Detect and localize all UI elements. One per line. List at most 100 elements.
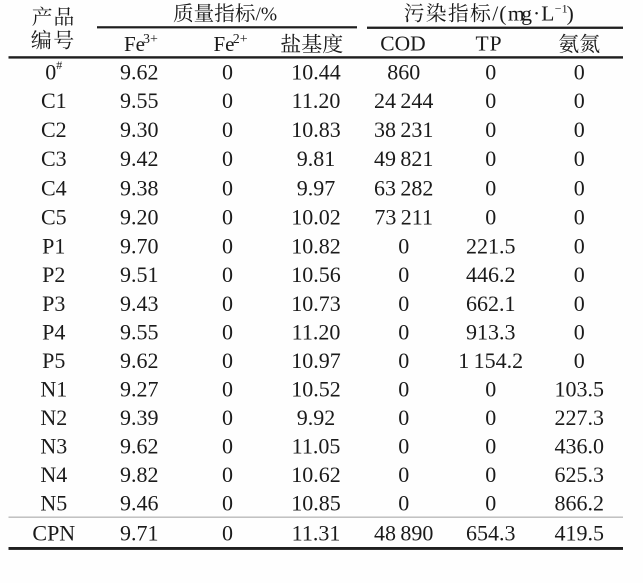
svg-text:0: 0 xyxy=(222,262,233,287)
svg-text:654.3: 654.3 xyxy=(466,520,516,545)
svg-text:0: 0 xyxy=(222,233,233,258)
svg-text:0: 0 xyxy=(398,262,409,287)
svg-text:9.62: 9.62 xyxy=(120,59,159,84)
svg-text:L: L xyxy=(541,2,554,26)
svg-text:0: 0 xyxy=(485,146,496,171)
svg-text:9.38: 9.38 xyxy=(120,175,159,200)
svg-text:9.97: 9.97 xyxy=(297,175,336,200)
svg-text:C2: C2 xyxy=(41,117,67,142)
svg-text:−1: −1 xyxy=(555,2,568,16)
svg-text:Fe: Fe xyxy=(214,32,235,56)
svg-text:N3: N3 xyxy=(40,434,67,459)
svg-text:g: g xyxy=(521,2,532,26)
svg-text:9.71: 9.71 xyxy=(120,520,159,545)
svg-text:N1: N1 xyxy=(40,376,67,401)
svg-text:0: 0 xyxy=(222,291,233,316)
svg-text:0: 0 xyxy=(574,175,585,200)
svg-text:1 154.2: 1 154.2 xyxy=(458,348,523,373)
svg-text:3+: 3+ xyxy=(143,32,158,47)
svg-text:C4: C4 xyxy=(41,175,67,200)
svg-text:446.2: 446.2 xyxy=(466,262,516,287)
svg-text:0: 0 xyxy=(398,405,409,430)
svg-text:Fe: Fe xyxy=(124,32,145,56)
svg-text:49 821: 49 821 xyxy=(374,146,433,171)
svg-text:0: 0 xyxy=(574,204,585,229)
svg-text:0: 0 xyxy=(222,117,233,142)
svg-text:·: · xyxy=(533,2,540,26)
svg-text:9.43: 9.43 xyxy=(120,291,159,316)
svg-text:0: 0 xyxy=(398,291,409,316)
svg-text:0: 0 xyxy=(222,348,233,373)
svg-text:10.56: 10.56 xyxy=(291,262,341,287)
svg-text:0: 0 xyxy=(574,117,585,142)
svg-text:0: 0 xyxy=(222,405,233,430)
svg-text:10.82: 10.82 xyxy=(291,233,341,258)
svg-text:/: / xyxy=(492,2,498,26)
svg-text:9.62: 9.62 xyxy=(120,434,159,459)
svg-text:10.44: 10.44 xyxy=(291,59,341,84)
svg-text:0: 0 xyxy=(222,146,233,171)
svg-text:9.42: 9.42 xyxy=(120,146,159,171)
svg-text:2+: 2+ xyxy=(233,32,248,47)
svg-text:0: 0 xyxy=(574,348,585,373)
svg-text:0: 0 xyxy=(485,376,496,401)
svg-text:0: 0 xyxy=(222,520,233,545)
svg-text:CPN: CPN xyxy=(32,520,75,545)
svg-text:0: 0 xyxy=(398,348,409,373)
svg-text:9.81: 9.81 xyxy=(297,146,336,171)
svg-text:0: 0 xyxy=(398,320,409,345)
svg-text:625.3: 625.3 xyxy=(555,462,605,487)
svg-text:0: 0 xyxy=(45,59,56,84)
svg-text:9.62: 9.62 xyxy=(120,348,159,373)
svg-text:10.52: 10.52 xyxy=(291,376,341,401)
svg-text:0: 0 xyxy=(485,204,496,229)
svg-text:0: 0 xyxy=(485,491,496,516)
svg-text:866.2: 866.2 xyxy=(555,491,605,516)
svg-text:P3: P3 xyxy=(42,291,65,316)
svg-text:227.3: 227.3 xyxy=(555,405,605,430)
svg-text:9.92: 9.92 xyxy=(297,405,336,430)
svg-text:0: 0 xyxy=(574,146,585,171)
svg-text:9.51: 9.51 xyxy=(120,262,159,287)
svg-text:73 211: 73 211 xyxy=(374,204,433,229)
svg-text:10.83: 10.83 xyxy=(291,117,341,142)
svg-text:P5: P5 xyxy=(42,348,65,373)
svg-text:P4: P4 xyxy=(42,320,65,345)
svg-text:0: 0 xyxy=(485,405,496,430)
svg-text:221.5: 221.5 xyxy=(466,233,516,258)
svg-text:10.62: 10.62 xyxy=(291,462,341,487)
svg-text:C5: C5 xyxy=(41,204,67,229)
svg-text:0: 0 xyxy=(222,88,233,113)
svg-text:(: ( xyxy=(499,2,506,26)
svg-text:0: 0 xyxy=(574,88,585,113)
svg-text:860: 860 xyxy=(387,59,420,84)
svg-text:0: 0 xyxy=(574,262,585,287)
svg-text:0: 0 xyxy=(222,59,233,84)
svg-text:N2: N2 xyxy=(40,405,67,430)
svg-text:0: 0 xyxy=(485,462,496,487)
svg-text:/%: /% xyxy=(256,5,278,26)
svg-text:11.31: 11.31 xyxy=(292,520,341,545)
svg-text:9.30: 9.30 xyxy=(120,117,159,142)
svg-text:0: 0 xyxy=(222,462,233,487)
svg-text:11.05: 11.05 xyxy=(292,434,341,459)
svg-text:9.39: 9.39 xyxy=(120,405,159,430)
svg-text:0: 0 xyxy=(574,233,585,258)
svg-text:m: m xyxy=(508,2,525,26)
svg-text:C1: C1 xyxy=(41,88,67,113)
svg-text:0: 0 xyxy=(222,491,233,516)
svg-text:0: 0 xyxy=(398,491,409,516)
svg-text:48 890: 48 890 xyxy=(374,520,433,545)
svg-text:N5: N5 xyxy=(40,491,67,516)
svg-text:662.1: 662.1 xyxy=(466,291,516,316)
svg-text:24 244: 24 244 xyxy=(374,88,433,113)
svg-text:0: 0 xyxy=(398,233,409,258)
svg-text:0: 0 xyxy=(485,59,496,84)
svg-text:0: 0 xyxy=(485,117,496,142)
svg-text:P1: P1 xyxy=(42,233,65,258)
svg-text:#: # xyxy=(56,58,62,72)
svg-text:0: 0 xyxy=(222,434,233,459)
svg-text:9.70: 9.70 xyxy=(120,233,159,258)
svg-text:0: 0 xyxy=(222,175,233,200)
svg-text:9.46: 9.46 xyxy=(120,491,159,516)
